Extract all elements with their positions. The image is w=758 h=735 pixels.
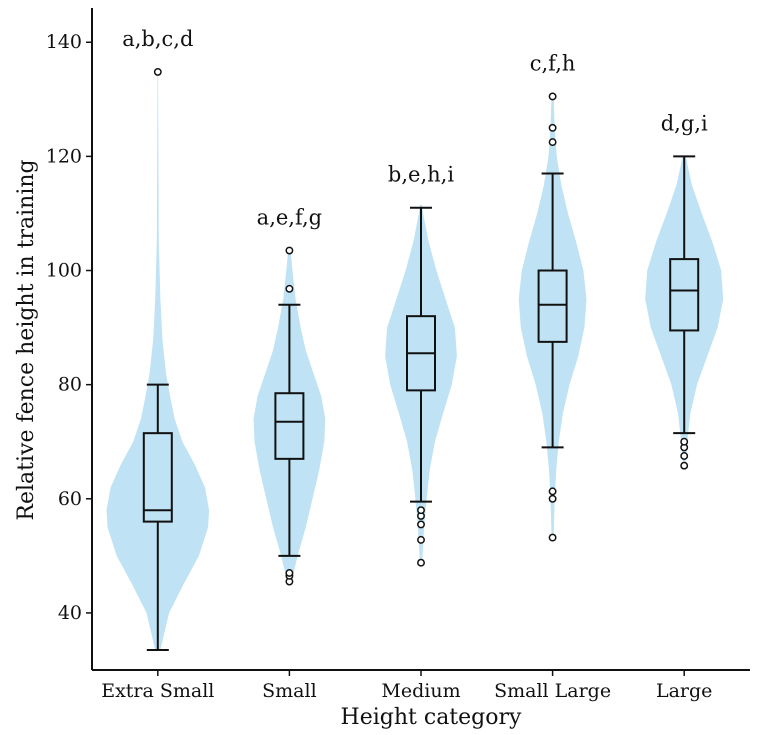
x-tick-label: Large: [656, 680, 712, 702]
category-group: a,b,c,d: [106, 27, 210, 652]
category-group: c,f,h: [518, 51, 587, 542]
y-axis-title: Relative fence height in training: [14, 159, 39, 520]
x-tick-label: Small: [262, 680, 317, 702]
significance-label: a,e,f,g: [257, 206, 322, 230]
outlier-point: [285, 246, 294, 255]
outlier-point: [548, 533, 557, 542]
y-tick-label: 80: [58, 374, 82, 396]
significance-label: a,b,c,d: [122, 27, 193, 51]
violin-body: [106, 70, 210, 651]
violin-body: [253, 247, 326, 585]
outlier-point: [285, 284, 294, 293]
outlier-point: [548, 138, 557, 147]
outlier-point: [548, 487, 557, 496]
outlier-point: [417, 558, 425, 567]
significance-label: c,f,h: [530, 51, 576, 75]
iqr-box: [142, 432, 173, 523]
y-tick-label: 40: [58, 602, 82, 624]
iqr-box: [537, 269, 568, 343]
outlier-point: [680, 452, 689, 460]
x-axis: Extra Small Small Medium Small Large Large: [92, 669, 750, 702]
violin-body: [518, 93, 587, 539]
iqr-box: [669, 258, 700, 332]
outlier-point: [417, 506, 425, 515]
y-axis: 40 60 80 100 120 140: [46, 8, 93, 670]
outlier-point: [417, 520, 425, 529]
outlier-point: [680, 437, 689, 446]
outlier-point: [548, 92, 557, 101]
category-group: d,g,i: [645, 111, 724, 470]
y-tick-label: 60: [58, 488, 82, 510]
outlier-point: [417, 535, 425, 544]
iqr-box: [274, 392, 305, 460]
x-tick-label: Small Large: [494, 680, 611, 702]
y-tick-label: 140: [46, 31, 82, 53]
category-group: a,e,f,g: [253, 206, 326, 586]
violin-body: [645, 156, 724, 468]
outlier-point: [548, 494, 557, 503]
significance-label: d,g,i: [661, 111, 708, 135]
outlier-point: [285, 569, 294, 577]
y-tick-label: 120: [46, 145, 82, 167]
significance-label: b,e,h,i: [388, 163, 454, 187]
plot-area: a,b,c,d a,e,f,g b,e,h,i c,f,h d,g,i: [106, 27, 724, 652]
y-tick-label: 100: [46, 260, 82, 282]
violin-body: [385, 204, 457, 565]
x-axis-title: Height category: [341, 705, 522, 730]
category-group: b,e,h,i: [385, 163, 457, 567]
outlier-point: [548, 123, 557, 132]
outlier-point: [680, 461, 689, 470]
x-tick-label: Extra Small: [101, 680, 214, 702]
x-tick-label: Medium: [381, 680, 460, 702]
outlier-point: [153, 67, 162, 76]
